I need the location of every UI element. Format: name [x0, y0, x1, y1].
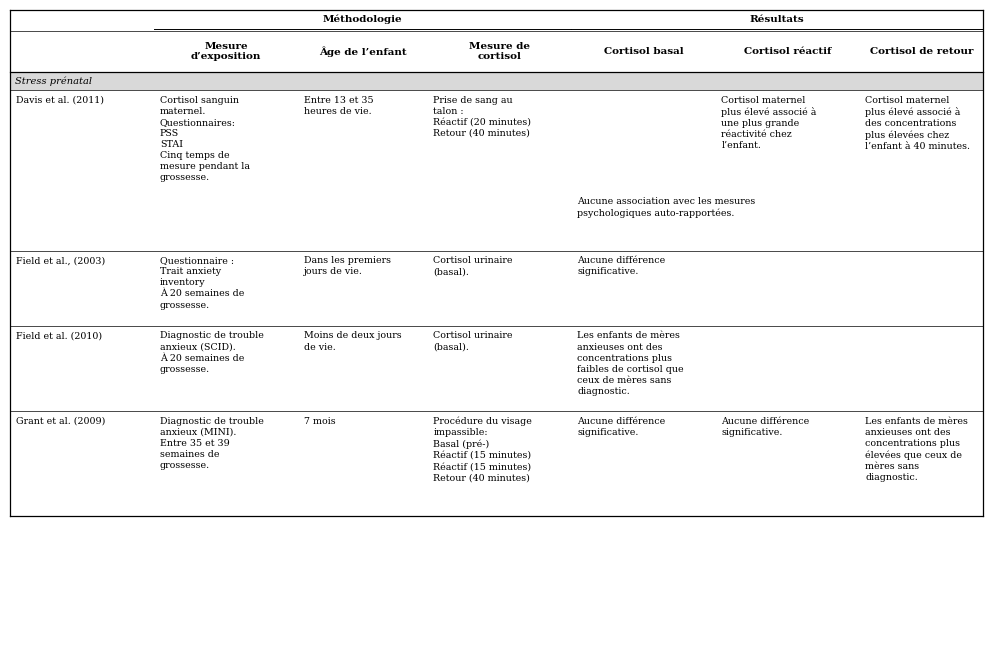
- Bar: [10, 326, 983, 411]
- Bar: [10, 72, 983, 90]
- Bar: [10, 251, 983, 326]
- Text: Procédure du visage
impassible:
Basal (pré-)
Réactif (15 minutes)
Réactif (15 mi: Procédure du visage impassible: Basal (p…: [433, 417, 532, 482]
- Text: Prise de sang au
talon :
Réactif (20 minutes)
Retour (40 minutes): Prise de sang au talon : Réactif (20 min…: [433, 96, 531, 138]
- Text: Méthodologie: Méthodologie: [323, 15, 402, 24]
- Text: Field et al., (2003): Field et al., (2003): [16, 256, 105, 265]
- Text: Cortisol maternel
plus élevé associé à
une plus grande
réactivité chez
l’enfant.: Cortisol maternel plus élevé associé à u…: [721, 96, 817, 150]
- Text: Mesure de
cortisol: Mesure de cortisol: [469, 42, 530, 62]
- Text: Diagnostic de trouble
anxieux (MINI).
Entre 35 et 39
semaines de
grossesse.: Diagnostic de trouble anxieux (MINI). En…: [160, 417, 264, 470]
- Text: Âge de l’enfant: Âge de l’enfant: [319, 47, 406, 57]
- Text: Cortisol de retour: Cortisol de retour: [870, 47, 973, 56]
- Text: Cortisol basal: Cortisol basal: [604, 47, 683, 56]
- Text: Cortisol urinaire
(basal).: Cortisol urinaire (basal).: [433, 331, 512, 352]
- Text: Grant et al. (2009): Grant et al. (2009): [16, 417, 105, 426]
- Text: Moins de deux jours
de vie.: Moins de deux jours de vie.: [304, 331, 401, 352]
- Text: Cortisol urinaire
(basal).: Cortisol urinaire (basal).: [433, 256, 512, 276]
- Text: Les enfants de mères
anxieuses ont des
concentrations plus
élevées que ceux de
m: Les enfants de mères anxieuses ont des c…: [866, 417, 968, 481]
- Text: Les enfants de mères
anxieuses ont des
concentrations plus
faibles de cortisol q: Les enfants de mères anxieuses ont des c…: [577, 331, 684, 396]
- Text: Diagnostic de trouble
anxieux (SCID).
À 20 semaines de
grossesse.: Diagnostic de trouble anxieux (SCID). À …: [160, 331, 264, 374]
- Text: Cortisol maternel
plus élevé associé à
des concentrations
plus élevées chez
l’en: Cortisol maternel plus élevé associé à d…: [866, 96, 970, 151]
- Text: Davis et al. (2011): Davis et al. (2011): [16, 96, 104, 105]
- Bar: [10, 90, 983, 251]
- Bar: [10, 31, 983, 72]
- Text: Entre 13 et 35
heures de vie.: Entre 13 et 35 heures de vie.: [304, 96, 373, 116]
- Text: Aucune association avec les mesures
psychologiques auto-rapportées.: Aucune association avec les mesures psyc…: [577, 197, 756, 217]
- Text: Aucune différence
significative.: Aucune différence significative.: [721, 417, 809, 437]
- Bar: [10, 10, 983, 31]
- Text: Cortisol sanguin
maternel.
Questionnaires:
PSS
STAI
Cinq temps de
mesure pendant: Cortisol sanguin maternel. Questionnaire…: [160, 96, 250, 182]
- Text: Mesure
d’exposition: Mesure d’exposition: [191, 42, 261, 62]
- Text: Stress prénatal: Stress prénatal: [15, 77, 92, 86]
- Text: Aucune différence
significative.: Aucune différence significative.: [577, 256, 665, 276]
- Text: Résultats: Résultats: [750, 15, 804, 24]
- Text: Aucune différence
significative.: Aucune différence significative.: [577, 417, 665, 437]
- Text: Questionnaire :
Trait anxiety
inventory
À 20 semaines de
grossesse.: Questionnaire : Trait anxiety inventory …: [160, 256, 244, 310]
- Text: Dans les premiers
jours de vie.: Dans les premiers jours de vie.: [304, 256, 391, 276]
- Text: 7 mois: 7 mois: [304, 417, 336, 426]
- Text: Cortisol réactif: Cortisol réactif: [744, 47, 831, 56]
- Text: Field et al. (2010): Field et al. (2010): [16, 331, 102, 341]
- Bar: [10, 411, 983, 516]
